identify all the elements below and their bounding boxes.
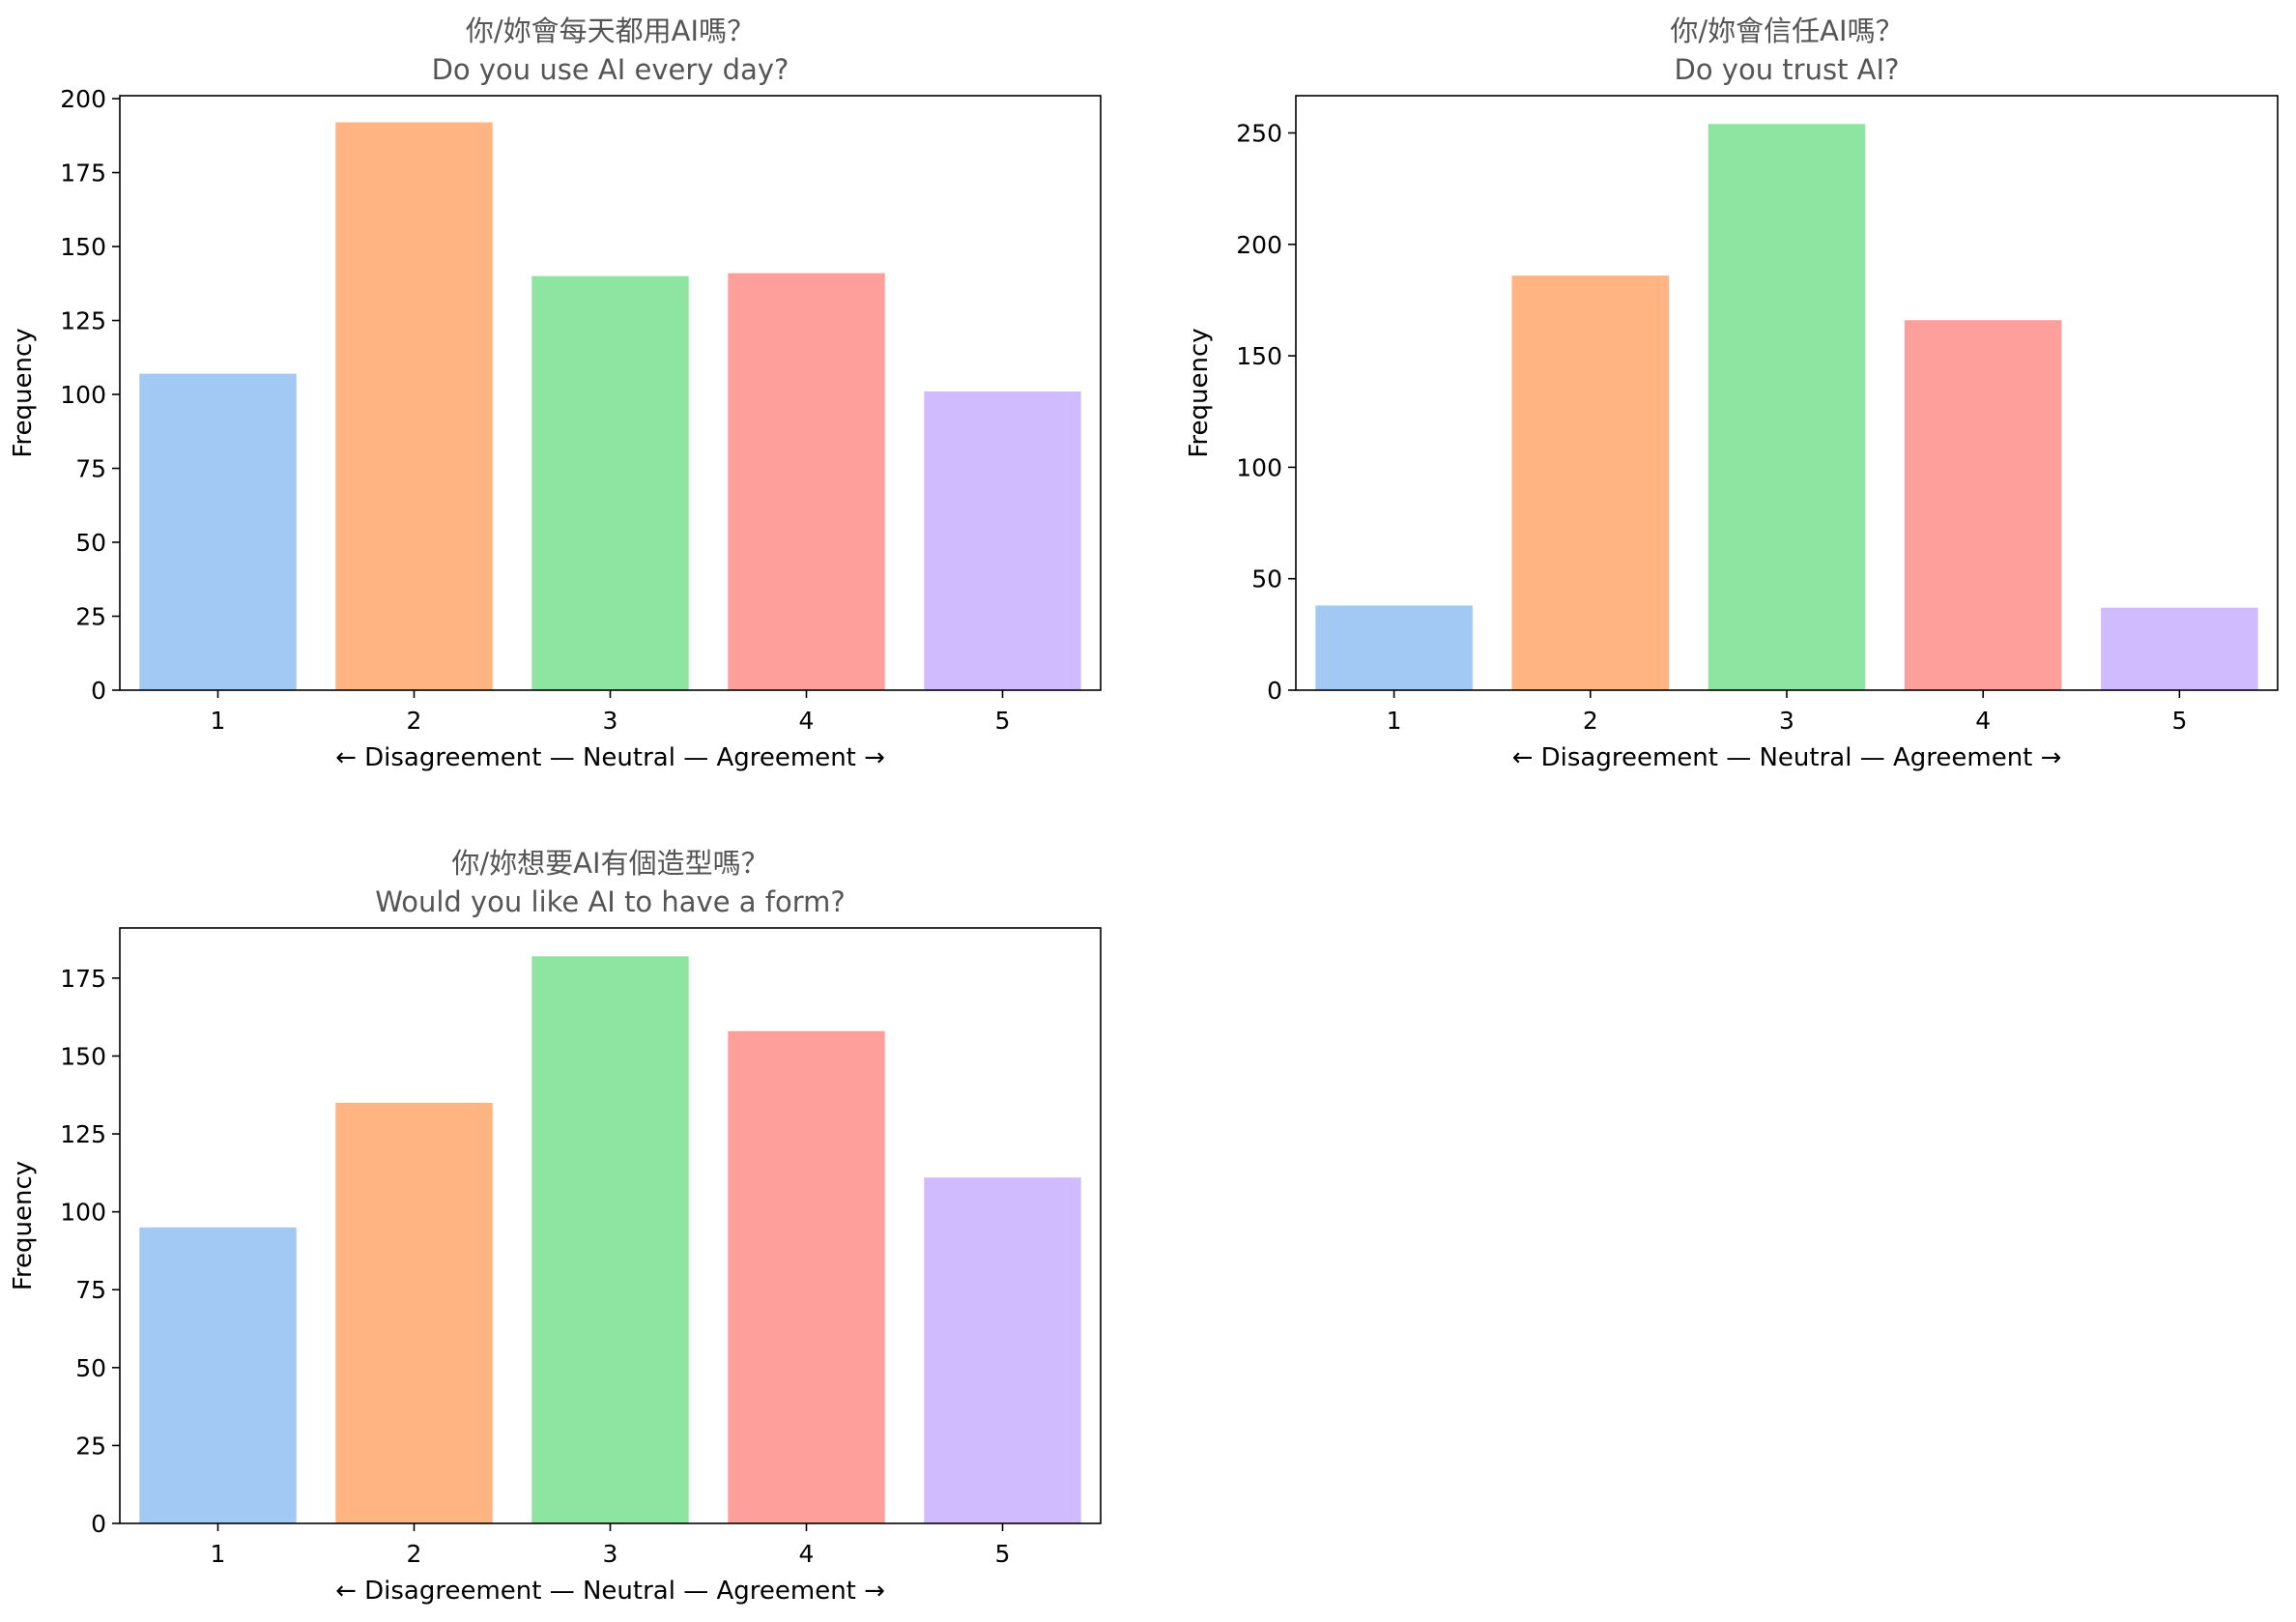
bar-5 (2101, 607, 2258, 690)
chart-title-line-1: 你/妳想要AI有個造型嗎？ (451, 847, 768, 880)
y-tick-label: 100 (60, 381, 106, 409)
y-tick-label: 100 (60, 1199, 106, 1227)
x-tick-label: 4 (799, 707, 815, 735)
bar-2 (335, 122, 493, 691)
bar-4 (728, 273, 885, 690)
x-tick-label: 4 (1975, 707, 1991, 735)
chart-title-line-2: Do you use AI every day? (432, 53, 789, 86)
x-tick-label: 1 (1387, 707, 1402, 735)
chart-title-line-1: 你/妳會信任AI嗎？ (1670, 14, 1903, 47)
x-axis-label: ← Disagreement — Neutral — Agreement → (335, 743, 885, 772)
y-tick-label: 175 (60, 965, 106, 993)
bar-4 (728, 1030, 885, 1523)
x-tick-label: 3 (603, 1540, 618, 1568)
bar-3 (531, 275, 689, 690)
y-tick-label: 0 (1267, 677, 1282, 705)
x-tick-label: 1 (211, 1540, 226, 1568)
y-tick-label: 50 (75, 529, 106, 557)
y-tick-label: 0 (91, 677, 106, 705)
y-tick-label: 0 (91, 1510, 106, 1538)
bar-1 (139, 1227, 297, 1523)
y-tick-label: 25 (75, 603, 106, 631)
y-tick-label: 200 (60, 85, 106, 113)
bar-1 (139, 373, 297, 690)
x-tick-label: 5 (995, 1540, 1011, 1568)
y-tick-label: 200 (1236, 231, 1282, 259)
x-tick-label: 2 (1583, 707, 1598, 735)
x-tick-label: 4 (799, 1540, 815, 1568)
bar-3 (531, 956, 689, 1523)
bar-3 (1708, 124, 1866, 691)
x-axis-label: ← Disagreement — Neutral — Agreement → (1512, 743, 2062, 772)
y-tick-label: 100 (1236, 453, 1282, 481)
y-tick-label: 175 (60, 159, 106, 188)
y-axis-label: Frequency (9, 1161, 38, 1290)
x-tick-label: 5 (2171, 707, 2187, 735)
bar-1 (1315, 605, 1473, 690)
bar-5 (924, 391, 1081, 690)
y-tick-label: 150 (1236, 342, 1282, 370)
y-tick-label: 250 (1236, 120, 1282, 148)
y-tick-label: 50 (75, 1354, 106, 1382)
chart-title-line-2: Would you like AI to have a form? (375, 885, 846, 918)
x-tick-label: 5 (995, 707, 1011, 735)
y-tick-label: 75 (75, 455, 106, 483)
y-tick-label: 150 (60, 1042, 106, 1070)
y-axis-label: Frequency (1185, 328, 1214, 457)
x-tick-label: 1 (211, 707, 226, 735)
chart-title-line-1: 你/妳會每天都用AI嗎？ (466, 14, 755, 47)
y-tick-label: 75 (75, 1276, 106, 1304)
bar-5 (924, 1177, 1081, 1523)
y-tick-label: 125 (60, 307, 106, 335)
x-axis-label: ← Disagreement — Neutral — Agreement → (335, 1577, 885, 1606)
x-tick-label: 2 (407, 1540, 422, 1568)
y-tick-label: 150 (60, 233, 106, 261)
x-tick-label: 3 (603, 707, 618, 735)
bar-4 (1904, 320, 2062, 690)
x-tick-label: 2 (407, 707, 422, 735)
y-tick-label: 25 (75, 1432, 106, 1460)
bar-2 (1511, 275, 1670, 690)
y-tick-label: 50 (1251, 565, 1282, 594)
bar-2 (335, 1102, 493, 1523)
x-tick-label: 3 (1779, 707, 1794, 735)
chart-title-line-2: Do you trust AI? (1675, 53, 1900, 86)
y-axis-label: Frequency (9, 328, 38, 457)
y-tick-label: 125 (60, 1120, 106, 1148)
